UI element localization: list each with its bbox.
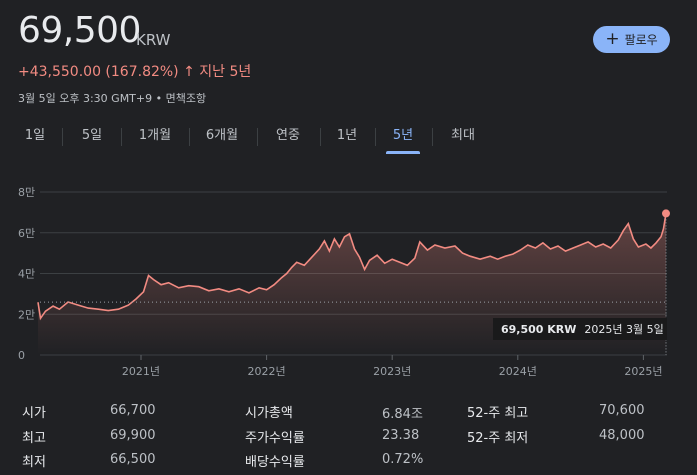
tab-1y[interactable]: 1년 bbox=[336, 128, 358, 143]
range-tabs: 1일 5일 1개월 6개월 연중 1년 5년 최대 bbox=[0, 124, 697, 154]
change-period: 지난 5년 bbox=[199, 64, 252, 80]
tooltip-date: 2025년 3월 5일 bbox=[584, 323, 664, 336]
stat-52w-high-label: 52-주 최고 bbox=[467, 406, 529, 421]
tab-max[interactable]: 최대 bbox=[451, 128, 475, 143]
stat-market-cap-label: 시가총액 bbox=[245, 406, 293, 421]
stat-high-label: 최고 bbox=[22, 431, 46, 446]
price-change: +43,550.00 (167.82%) ↑ 지난 5년 bbox=[18, 61, 251, 81]
stat-52w-low-label: 52-주 최저 bbox=[467, 431, 529, 446]
plus-icon: + bbox=[605, 29, 620, 49]
tab-1d[interactable]: 1일 bbox=[24, 128, 46, 143]
tab-divider bbox=[432, 128, 433, 146]
arrow-up-icon: ↑ bbox=[183, 64, 195, 80]
stat-pe-ratio-value: 23.38 bbox=[382, 428, 420, 443]
stat-pe-ratio-label: 주가수익률 bbox=[245, 431, 305, 446]
tab-divider bbox=[189, 128, 190, 146]
tab-divider bbox=[121, 128, 122, 146]
price-line bbox=[37, 213, 667, 321]
tab-divider bbox=[257, 128, 258, 146]
x-tick-label: 2021년 bbox=[122, 365, 160, 378]
stat-dividend-label: 배당수익률 bbox=[245, 455, 305, 470]
stat-dividend-value: 0.72% bbox=[382, 452, 424, 467]
stat-high-value: 69,900 bbox=[110, 428, 156, 443]
stat-52w-low-value: 48,000 bbox=[599, 428, 645, 443]
tab-divider bbox=[375, 128, 376, 146]
follow-button[interactable]: + 팔로우 bbox=[593, 26, 670, 53]
tab-5y[interactable]: 5년 bbox=[386, 124, 420, 154]
tooltip-price: 69,500 KRW bbox=[501, 322, 577, 336]
y-tick-label: 0 bbox=[18, 349, 25, 362]
x-tick-label: 2024년 bbox=[499, 365, 537, 378]
x-tick-label: 2023년 bbox=[373, 365, 411, 378]
currency-label: KRW bbox=[136, 31, 171, 49]
y-tick-label: 2만 bbox=[18, 308, 35, 321]
follow-button-label: 팔로우 bbox=[624, 33, 658, 47]
tab-5d[interactable]: 5일 bbox=[81, 128, 103, 143]
tab-divider bbox=[320, 128, 321, 146]
current-price-dot bbox=[662, 209, 670, 218]
tab-6m[interactable]: 6개월 bbox=[205, 128, 239, 143]
x-tick-label: 2025년 bbox=[624, 365, 662, 378]
y-tick-label: 8만 bbox=[18, 186, 35, 199]
timestamp: 3월 5일 오후 3:30 GMT+9 • 면책조항 bbox=[18, 92, 207, 105]
y-tick-label: 4만 bbox=[18, 268, 35, 281]
tab-ytd[interactable]: 연중 bbox=[276, 128, 300, 143]
stat-market-cap-value: 6.84조 bbox=[382, 407, 423, 422]
stock-price: 69,500 bbox=[18, 10, 141, 51]
stat-open-value: 66,700 bbox=[110, 403, 156, 418]
x-tick-label: 2022년 bbox=[248, 365, 286, 378]
price-change-value: +43,550.00 (167.82%) bbox=[18, 64, 179, 80]
chart-tooltip: 69,500 KRW 2025년 3월 5일 bbox=[493, 318, 667, 340]
tab-1m[interactable]: 1개월 bbox=[138, 128, 172, 143]
price-chart[interactable]: 0 2만 4만 6만 8만 2021년 2022년 2023년 2024년 2025년 bbox=[0, 178, 697, 383]
y-tick-label: 6만 bbox=[18, 227, 35, 240]
stat-open-label: 시가 bbox=[22, 406, 46, 421]
stat-low-label: 최저 bbox=[22, 455, 46, 470]
tab-divider bbox=[62, 128, 63, 146]
stat-low-value: 66,500 bbox=[110, 452, 156, 467]
stat-52w-high-value: 70,600 bbox=[599, 403, 645, 418]
